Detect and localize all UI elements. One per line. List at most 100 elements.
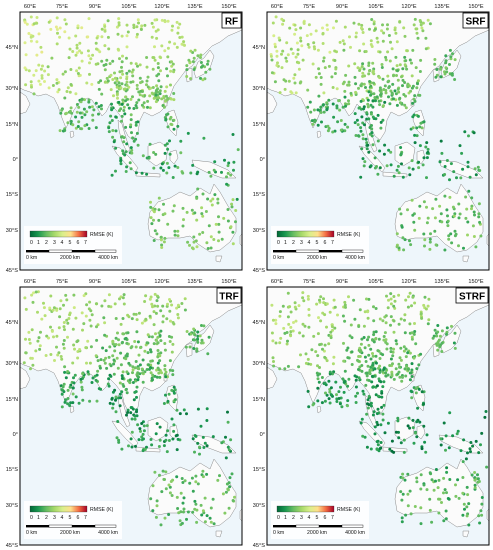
- station-point: [176, 313, 180, 316]
- station-point: [125, 391, 129, 395]
- station-point: [366, 316, 370, 320]
- station-point: [60, 108, 64, 112]
- station-point: [163, 236, 167, 240]
- station-point: [157, 218, 161, 222]
- landmass: [215, 255, 223, 263]
- station-point: [125, 413, 128, 417]
- station-point: [430, 478, 434, 482]
- station-point: [381, 319, 385, 323]
- station-point: [318, 343, 322, 347]
- station-point: [32, 73, 36, 77]
- station-point: [384, 58, 388, 62]
- station-point: [226, 219, 230, 223]
- station-point: [431, 336, 435, 340]
- station-point: [217, 239, 220, 243]
- station-point: [346, 83, 350, 87]
- station-point: [200, 513, 204, 517]
- station-point: [125, 45, 129, 49]
- station-point: [387, 79, 391, 83]
- station-point: [131, 136, 135, 140]
- station-point: [137, 438, 141, 442]
- station-point: [394, 31, 398, 35]
- station-point: [383, 331, 387, 335]
- colorbar-tick: 3: [300, 515, 303, 521]
- station-point: [59, 355, 63, 358]
- station-point: [433, 229, 437, 233]
- lat-tick-label: 45°S: [253, 543, 265, 549]
- station-point: [165, 171, 169, 175]
- station-point: [127, 315, 131, 319]
- station-point: [404, 59, 408, 63]
- station-point: [400, 520, 404, 524]
- station-point: [315, 302, 319, 306]
- station-point: [85, 81, 89, 85]
- station-point: [359, 349, 363, 353]
- station-point: [27, 330, 31, 334]
- station-point: [121, 72, 125, 76]
- station-point: [445, 491, 448, 495]
- station-point: [426, 304, 430, 308]
- station-point: [163, 348, 167, 352]
- station-point: [286, 315, 290, 319]
- station-point: [71, 327, 75, 331]
- station-point: [289, 330, 293, 334]
- station-point: [415, 435, 419, 439]
- station-point: [109, 88, 113, 92]
- station-point: [376, 423, 380, 427]
- station-point: [412, 220, 416, 224]
- station-point: [196, 340, 200, 344]
- station-point: [201, 214, 205, 218]
- station-point: [36, 310, 39, 314]
- station-point: [32, 22, 36, 26]
- lat-tick-label: 15°S: [253, 467, 265, 473]
- station-point: [439, 75, 443, 79]
- station-point: [401, 236, 405, 240]
- station-point: [90, 381, 94, 384]
- station-point: [173, 164, 177, 168]
- station-point: [87, 54, 91, 58]
- station-point: [90, 82, 94, 86]
- station-point: [281, 49, 285, 53]
- station-point: [412, 441, 416, 445]
- station-point: [176, 303, 180, 307]
- station-point: [95, 47, 98, 51]
- lat-tick-label: 0°: [260, 157, 265, 163]
- station-point: [110, 119, 114, 122]
- station-point: [68, 47, 72, 51]
- station-point: [72, 306, 76, 310]
- lat-tick-label: 45°S: [6, 543, 18, 549]
- station-point: [131, 74, 135, 78]
- station-point: [408, 351, 412, 355]
- panel-title-box: SRF: [462, 12, 489, 29]
- station-point: [406, 208, 409, 212]
- station-point: [62, 325, 66, 329]
- station-point: [270, 71, 274, 75]
- station-point: [335, 87, 339, 91]
- station-point: [422, 232, 426, 236]
- station-point: [380, 391, 384, 395]
- station-point: [417, 216, 421, 220]
- station-point: [398, 20, 402, 24]
- station-point: [381, 118, 385, 122]
- lat-tick-label: 15°N: [253, 122, 266, 128]
- station-point: [370, 131, 374, 135]
- station-point: [299, 36, 303, 40]
- station-point: [156, 341, 160, 345]
- station-point: [74, 126, 78, 130]
- station-point: [292, 76, 296, 80]
- station-point: [163, 342, 167, 345]
- station-point: [152, 151, 156, 154]
- station-point: [193, 333, 197, 337]
- station-point: [66, 321, 70, 325]
- station-point: [185, 517, 188, 521]
- station-point: [421, 29, 425, 33]
- station-point: [271, 318, 275, 322]
- station-point: [430, 520, 434, 524]
- station-point: [24, 337, 27, 341]
- colorbar-ticks: 0 1 2 3 4 5 6 7: [30, 240, 87, 246]
- station-point: [154, 93, 158, 97]
- station-point: [78, 49, 82, 53]
- station-point: [317, 94, 321, 98]
- station-point: [206, 247, 210, 250]
- station-point: [374, 307, 378, 310]
